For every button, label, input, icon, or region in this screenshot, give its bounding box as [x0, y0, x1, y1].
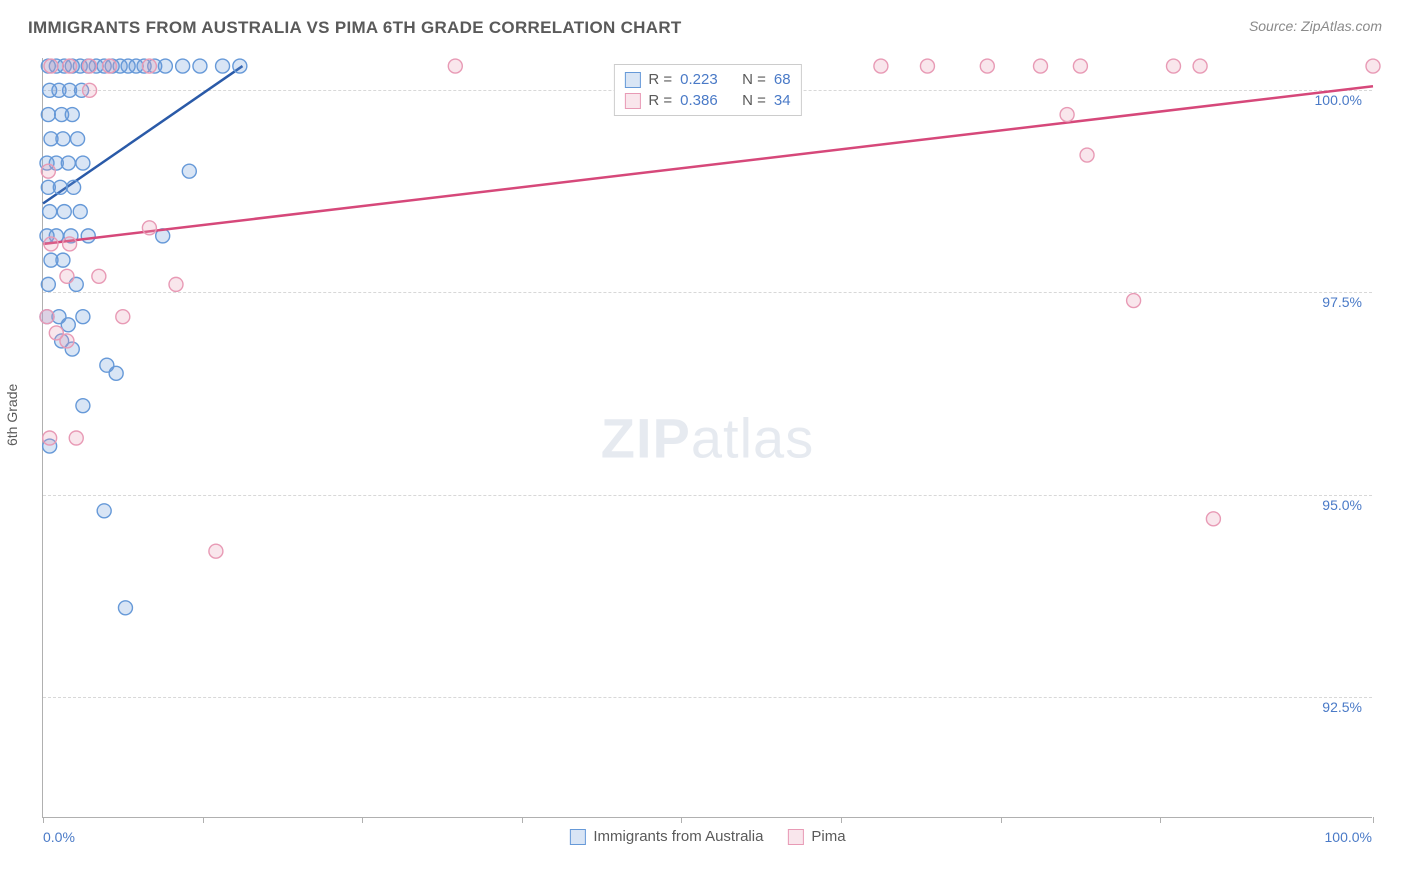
- data-point: [216, 59, 230, 73]
- data-point: [56, 132, 70, 146]
- data-point: [1127, 294, 1141, 308]
- data-point: [1034, 59, 1048, 73]
- data-point: [103, 59, 117, 73]
- data-point: [63, 59, 77, 73]
- legend-swatch: [569, 829, 585, 845]
- x-tick: [1160, 817, 1161, 823]
- source-attribution: Source: ZipAtlas.com: [1249, 18, 1382, 34]
- data-point: [142, 221, 156, 235]
- n-value: 68: [774, 71, 791, 88]
- x-tick: [841, 817, 842, 823]
- data-point: [1073, 59, 1087, 73]
- data-point: [1080, 148, 1094, 162]
- data-point: [1167, 59, 1181, 73]
- data-point: [920, 59, 934, 73]
- plot-svg: [43, 58, 1372, 817]
- data-point: [76, 310, 90, 324]
- x-tick: [522, 817, 523, 823]
- data-point: [43, 205, 57, 219]
- data-point: [41, 164, 55, 178]
- legend-swatch: [787, 829, 803, 845]
- data-point: [158, 59, 172, 73]
- data-point: [1060, 108, 1074, 122]
- x-tick: [43, 817, 44, 823]
- chart-title: IMMIGRANTS FROM AUSTRALIA VS PIMA 6TH GR…: [28, 18, 682, 38]
- correlation-legend: R = 0.223 N = 68 R = 0.386 N = 34: [613, 64, 801, 116]
- data-point: [116, 310, 130, 324]
- plot-area: ZIPatlas 92.5%95.0%97.5%100.0% R =0.223N…: [42, 58, 1372, 818]
- data-point: [109, 366, 123, 380]
- data-point: [40, 310, 54, 324]
- x-axis-max-label: 100.0%: [1325, 829, 1372, 845]
- series-legend: Immigrants from Australia Pima: [569, 828, 845, 845]
- data-point: [448, 59, 462, 73]
- data-point: [92, 269, 106, 283]
- data-point: [69, 431, 83, 445]
- y-axis-label: 6th Grade: [4, 384, 20, 446]
- legend-row: R = 0.223 N = 68: [624, 69, 790, 90]
- data-point: [169, 277, 183, 291]
- data-point: [61, 156, 75, 170]
- n-label: N =: [742, 92, 766, 109]
- x-tick: [1001, 817, 1002, 823]
- x-tick: [1373, 817, 1374, 823]
- data-point: [118, 601, 132, 615]
- data-point: [57, 205, 71, 219]
- data-point: [874, 59, 888, 73]
- data-point: [73, 205, 87, 219]
- legend-label: Pima: [811, 828, 845, 845]
- x-axis-min-label: 0.0%: [43, 829, 75, 845]
- data-point: [65, 108, 79, 122]
- data-point: [209, 544, 223, 558]
- data-point: [81, 229, 95, 243]
- data-point: [193, 59, 207, 73]
- r-value: 0.223: [680, 71, 728, 88]
- n-value: 34: [774, 92, 791, 109]
- x-tick: [681, 817, 682, 823]
- data-point: [71, 132, 85, 146]
- data-point: [56, 253, 70, 267]
- data-point: [67, 180, 81, 194]
- data-point: [61, 318, 75, 332]
- legend-label: Immigrants from Australia: [593, 828, 763, 845]
- n-label: N =: [742, 71, 766, 88]
- data-point: [1206, 512, 1220, 526]
- x-tick: [203, 817, 204, 823]
- r-label: R =: [648, 92, 672, 109]
- legend-swatch: [624, 72, 640, 88]
- data-point: [176, 59, 190, 73]
- x-tick: [362, 817, 363, 823]
- data-point: [53, 180, 67, 194]
- legend-row: R = 0.386 N = 34: [624, 90, 790, 111]
- data-point: [60, 334, 74, 348]
- data-point: [60, 269, 74, 283]
- r-label: R =: [648, 71, 672, 88]
- data-point: [83, 59, 97, 73]
- r-value: 0.386: [680, 92, 728, 109]
- data-point: [83, 83, 97, 97]
- data-point: [76, 399, 90, 413]
- data-point: [980, 59, 994, 73]
- data-point: [41, 108, 55, 122]
- data-point: [1193, 59, 1207, 73]
- data-point: [41, 277, 55, 291]
- data-point: [43, 431, 57, 445]
- data-point: [76, 156, 90, 170]
- data-point: [233, 59, 247, 73]
- data-point: [63, 237, 77, 251]
- legend-item: Pima: [787, 828, 845, 845]
- data-point: [44, 59, 58, 73]
- legend-item: Immigrants from Australia: [569, 828, 763, 845]
- data-point: [1366, 59, 1380, 73]
- data-point: [44, 237, 58, 251]
- data-point: [97, 504, 111, 518]
- data-point: [182, 164, 196, 178]
- data-point: [142, 59, 156, 73]
- legend-swatch: [624, 93, 640, 109]
